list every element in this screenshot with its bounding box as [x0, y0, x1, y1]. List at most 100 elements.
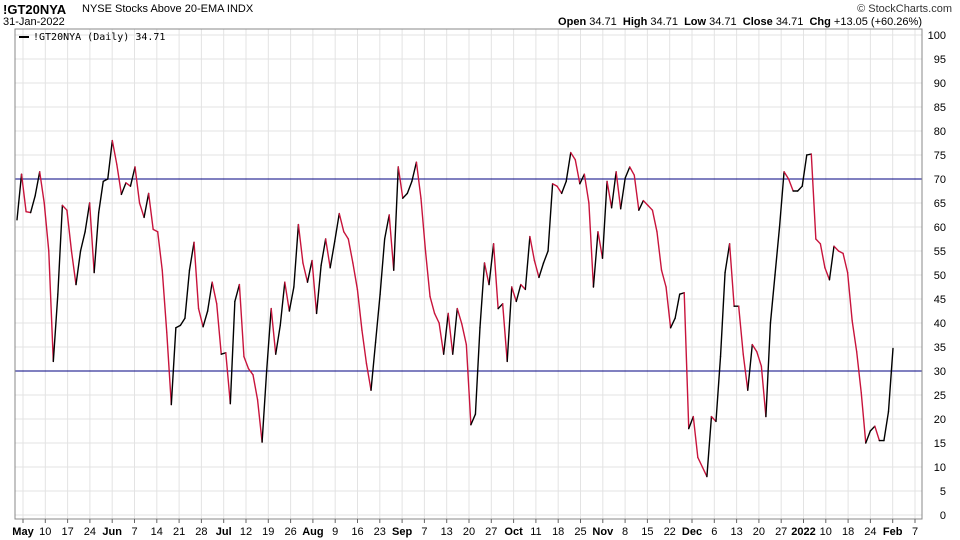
series-segment	[669, 317, 676, 329]
x-tick-label: Aug	[302, 526, 323, 538]
series-segment	[184, 269, 191, 319]
y-tick-label: 45	[934, 294, 946, 306]
series-segment	[293, 223, 300, 288]
y-tick-label: 20	[934, 414, 946, 426]
low-label: Low	[684, 16, 707, 28]
series-segment	[542, 250, 549, 264]
series-segment	[170, 327, 177, 406]
series-segment	[66, 209, 73, 252]
series-segment	[501, 303, 508, 363]
series-segment	[778, 171, 785, 228]
x-tick-label: Jun	[102, 526, 122, 538]
y-tick-label: 90	[934, 78, 946, 90]
series-segment	[70, 250, 77, 286]
series-segment	[683, 292, 690, 430]
series-segment	[855, 351, 862, 394]
series-segment	[29, 195, 36, 214]
series-segment	[134, 166, 141, 204]
series-segment	[34, 171, 41, 197]
series-segment	[697, 456, 704, 468]
series-segment	[102, 178, 109, 183]
series-segment	[447, 312, 454, 355]
x-tick-label: 28	[195, 526, 207, 538]
x-tick-label: 20	[753, 526, 765, 538]
x-tick-label: 18	[842, 526, 854, 538]
series-segment	[601, 180, 608, 259]
y-tick-label: 50	[934, 270, 946, 282]
series-segment	[256, 399, 263, 443]
series-segment	[97, 180, 104, 214]
series-segment	[420, 197, 427, 252]
series-segment	[20, 173, 27, 213]
series-segment	[715, 355, 722, 423]
series-segment	[529, 235, 536, 262]
series-segment	[610, 171, 617, 209]
x-tick-label: 23	[374, 526, 386, 538]
series-segment	[483, 262, 490, 286]
series-segment	[756, 351, 763, 367]
close-value: 34.71	[775, 16, 804, 28]
series-segment	[265, 307, 272, 372]
series-segment	[147, 192, 154, 231]
x-tick-label: 16	[351, 526, 363, 538]
series-segment	[107, 139, 114, 180]
series-segment	[279, 281, 286, 327]
price-series	[16, 139, 894, 478]
x-tick-label: 24	[84, 526, 96, 538]
x-tick-label: 14	[151, 526, 163, 538]
series-segment	[774, 226, 781, 276]
low-value: 34.71	[709, 16, 737, 28]
symbol-description: NYSE Stocks Above 20-EMA INDX	[82, 4, 253, 15]
series-segment	[393, 166, 399, 271]
series-segment	[688, 415, 694, 430]
series-segment	[570, 151, 576, 161]
series-segment	[143, 192, 150, 219]
y-tick-label: 60	[934, 222, 946, 234]
series-segment	[524, 235, 531, 291]
series-segment	[61, 204, 68, 211]
series-segment	[860, 391, 867, 444]
series-segment	[129, 166, 136, 187]
series-segment	[806, 153, 812, 156]
series-segment	[175, 324, 182, 329]
series-segment	[334, 212, 340, 243]
x-tick-label: 25	[574, 526, 586, 538]
series-segment	[597, 231, 604, 259]
x-tick-label: 6	[711, 526, 717, 538]
series-segment	[801, 154, 808, 187]
series-segment	[828, 245, 835, 281]
series-segment	[488, 243, 495, 286]
series-segment	[338, 212, 345, 233]
series-segment	[624, 166, 631, 179]
series-segment	[769, 274, 776, 324]
series-segment	[651, 209, 658, 233]
y-tick-label: 95	[934, 54, 946, 66]
series-segment	[579, 173, 586, 185]
series-segment	[678, 292, 685, 295]
series-segment	[57, 204, 64, 295]
series-segment	[642, 199, 649, 207]
x-tick-label: May	[12, 526, 34, 538]
x-tick-label: 19	[262, 526, 274, 538]
series-segment	[674, 293, 681, 319]
series-segment	[456, 307, 463, 325]
x-tick-label: 20	[463, 526, 475, 538]
x-tick-label: 27	[485, 526, 497, 538]
series-segment	[706, 415, 713, 478]
series-segment	[75, 250, 82, 286]
series-segment	[452, 307, 458, 355]
series-segment	[887, 347, 894, 413]
series-segment	[719, 271, 726, 358]
series-segment	[302, 262, 309, 283]
series-segment	[297, 223, 304, 264]
series-segment	[638, 199, 645, 211]
series-segment	[819, 243, 826, 269]
series-segment	[38, 171, 45, 204]
series-segment	[783, 171, 790, 180]
x-tick-label: 24	[864, 526, 876, 538]
series-segment	[833, 245, 840, 252]
series-segment	[197, 307, 204, 328]
series-segment	[93, 211, 100, 274]
y-tick-label: 85	[934, 102, 946, 114]
